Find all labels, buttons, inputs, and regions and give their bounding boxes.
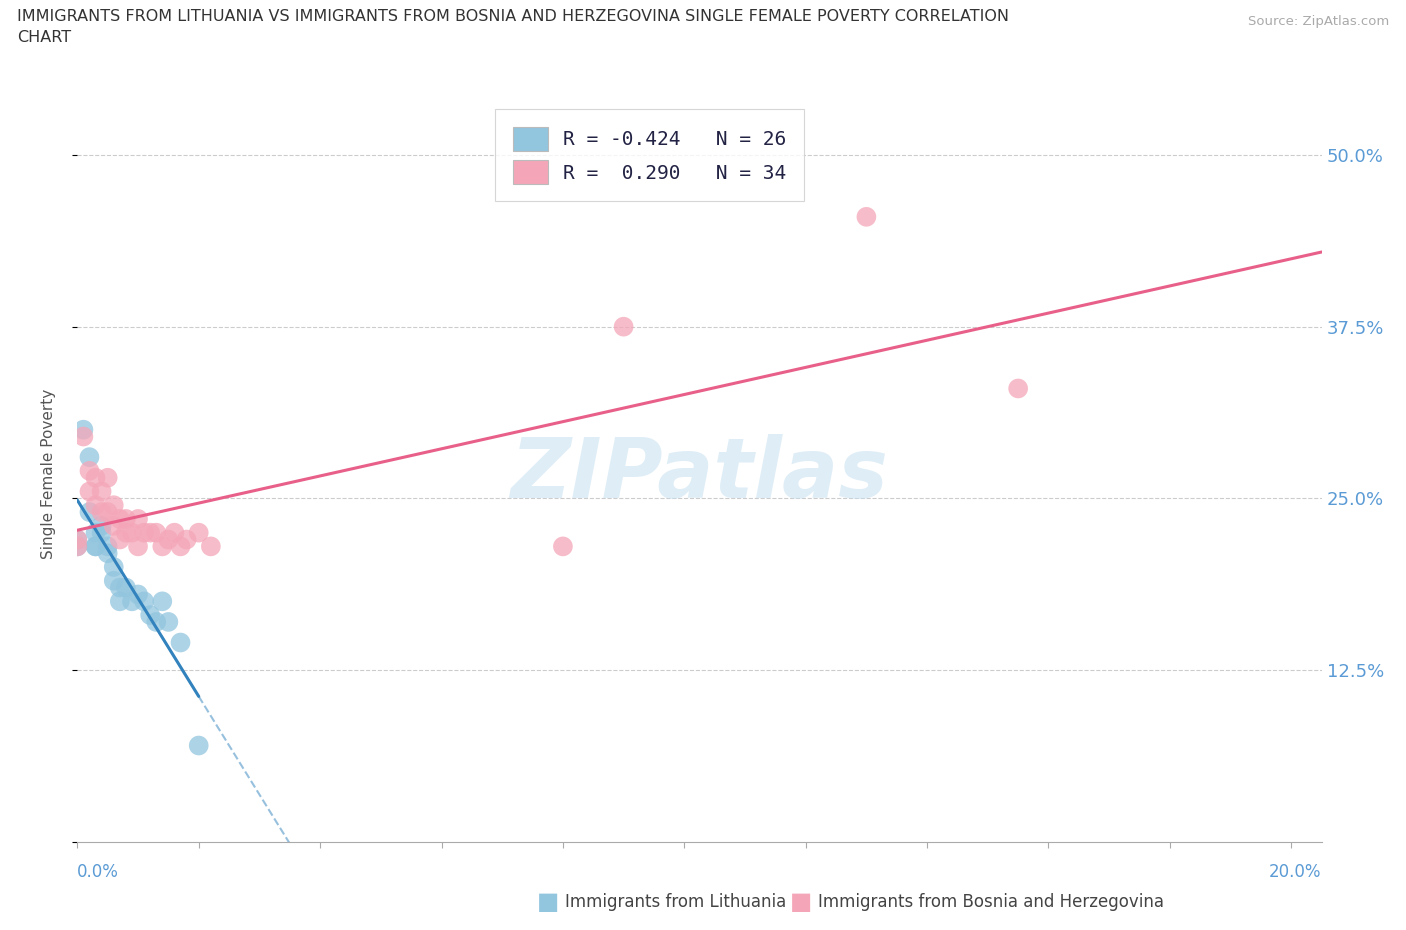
Point [115,580,138,595]
Text: Immigrants from Lithuania: Immigrants from Lithuania [565,893,786,911]
Point [97,546,120,561]
Point [187,525,209,540]
Point [115,512,138,526]
Point [84,471,107,485]
Point [103,573,125,588]
Point [127,539,149,554]
Point [84,539,107,554]
Point [145,615,167,630]
Point [108,594,131,609]
Point [108,532,131,547]
Point [115,525,138,540]
Point [1007,381,1029,396]
Point [66,532,89,547]
Point [90,505,112,520]
Point [169,635,191,650]
Point [84,539,107,554]
Legend: R = -0.424   N = 26, R =  0.290   N = 34: R = -0.424 N = 26, R = 0.290 N = 34 [495,110,804,202]
Point [145,525,167,540]
Point [84,525,107,540]
Point [163,525,186,540]
Point [187,738,209,753]
Point [200,539,222,554]
Text: CHART: CHART [17,30,70,45]
Point [551,539,574,554]
Point [176,532,198,547]
Y-axis label: Single Female Poverty: Single Female Poverty [42,389,56,560]
Point [103,498,125,512]
Point [139,607,162,622]
Point [150,539,173,554]
Point [90,484,112,498]
Point [66,539,89,554]
Point [72,429,94,444]
Point [79,505,101,520]
Point [132,594,155,609]
Point [157,532,180,547]
Point [613,319,636,334]
Point [66,532,89,547]
Text: Source: ZipAtlas.com: Source: ZipAtlas.com [1249,15,1389,28]
Point [97,505,120,520]
Text: ■: ■ [790,890,813,914]
Point [90,525,112,540]
Point [150,594,173,609]
Point [121,594,143,609]
Point [132,525,155,540]
Point [139,525,162,540]
Point [108,512,131,526]
Point [97,539,120,554]
Point [72,422,94,437]
Point [127,512,149,526]
Point [103,518,125,533]
Text: IMMIGRANTS FROM LITHUANIA VS IMMIGRANTS FROM BOSNIA AND HERZEGOVINA SINGLE FEMAL: IMMIGRANTS FROM LITHUANIA VS IMMIGRANTS … [17,9,1010,24]
Point [79,463,101,478]
Point [66,539,89,554]
Text: 20.0%: 20.0% [1270,863,1322,881]
Point [169,539,191,554]
Point [127,587,149,602]
Point [79,484,101,498]
Point [157,615,180,630]
Point [97,471,120,485]
Point [90,518,112,533]
Point [79,450,101,465]
Point [855,209,877,224]
Point [84,498,107,512]
Point [103,560,125,575]
Text: Immigrants from Bosnia and Herzegovina: Immigrants from Bosnia and Herzegovina [818,893,1164,911]
Text: ZIPatlas: ZIPatlas [510,433,889,515]
Text: ■: ■ [537,890,560,914]
Point [108,580,131,595]
Text: 0.0%: 0.0% [77,863,120,881]
Point [121,525,143,540]
